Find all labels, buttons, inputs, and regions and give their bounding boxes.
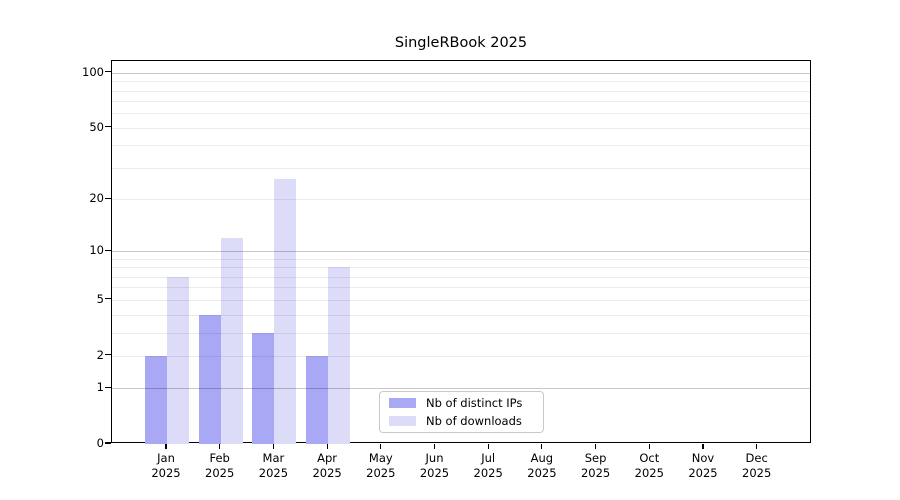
legend-item-downloads: Nb of downloads [389,414,534,428]
x-tick-mark [541,444,543,449]
bar-downloads-apr [328,267,351,444]
y-tick-mark [105,71,111,73]
legend-swatch-distinct-ips [389,398,416,408]
bar-downloads-feb [220,237,243,444]
minor-gridline [112,314,810,316]
x-tick-label: Jul 2025 [473,451,503,480]
bar-distinct-ips-feb [198,314,221,444]
major-gridline [112,388,810,390]
legend-label-downloads: Nb of downloads [426,414,522,428]
y-tick-mark [105,126,111,128]
bar-downloads-jan [167,276,189,444]
y-tick-mark [105,386,111,388]
x-tick-label: Feb 2025 [205,451,235,480]
x-tick-mark [487,444,489,449]
minor-gridline [112,113,810,115]
x-tick-mark [326,444,328,449]
y-tick-mark [105,442,111,444]
minor-gridline [112,199,810,201]
chart-title: SingleRBook 2025 [394,35,528,51]
y-tick-mark [105,249,111,251]
minor-gridline [112,299,810,301]
y-tick-label: 0 [96,436,104,450]
y-tick-label: 5 [96,291,104,306]
legend-swatch-downloads [389,416,416,426]
minor-gridline [112,101,810,103]
minor-gridline [112,287,810,289]
x-tick-mark [219,444,221,449]
x-tick-label: Oct 2025 [634,451,664,480]
legend-label-distinct-ips: Nb of distinct IPs [426,396,523,410]
x-tick-label: Nov 2025 [688,451,718,480]
x-tick-mark [702,444,704,449]
minor-gridline [112,355,810,357]
x-tick-mark [595,444,597,449]
minor-gridline [112,145,810,147]
x-tick-label: Jun 2025 [419,451,450,480]
y-tick-label: 10 [89,243,104,258]
plot-area [111,60,811,444]
minor-gridline [112,267,810,269]
minor-gridline [112,332,810,334]
minor-gridline [112,90,810,92]
x-tick-label: Aug 2025 [527,451,557,480]
minor-gridline [112,167,810,169]
y-tick-label: 1 [96,380,104,395]
legend: Nb of distinct IPs Nb of downloads [379,391,544,433]
major-gridline [112,251,810,253]
x-tick-mark [380,444,382,449]
minor-gridline [112,81,810,83]
x-tick-label: Dec 2025 [742,451,772,480]
major-gridline [112,72,810,74]
x-tick-label: Sep 2025 [580,451,611,480]
x-tick-mark [756,444,758,449]
x-tick-label: Mar 2025 [258,451,289,480]
legend-item-distinct-ips: Nb of distinct IPs [389,396,534,410]
x-tick-mark [648,444,650,449]
x-tick-label: May 2025 [366,451,396,480]
x-tick-mark [433,444,436,449]
y-tick-label: 20 [89,191,104,206]
y-tick-label: 100 [82,64,104,79]
x-tick-label: Jan 2025 [151,451,181,480]
minor-gridline [112,258,810,260]
y-tick-mark [105,298,111,300]
y-tick-label: 50 [89,119,104,134]
x-tick-label: Apr 2025 [312,451,342,480]
bar-distinct-ips-apr [306,355,329,444]
y-tick-mark [105,197,111,199]
x-tick-mark [272,444,274,449]
bar-downloads-mar [274,178,297,444]
bar-distinct-ips-mar [252,332,275,444]
y-tick-label: 2 [96,347,104,362]
y-tick-mark [105,354,111,356]
minor-gridline [112,276,810,278]
x-tick-mark [165,444,167,449]
bar-distinct-ips-jan [145,355,167,444]
minor-gridline [112,127,810,129]
